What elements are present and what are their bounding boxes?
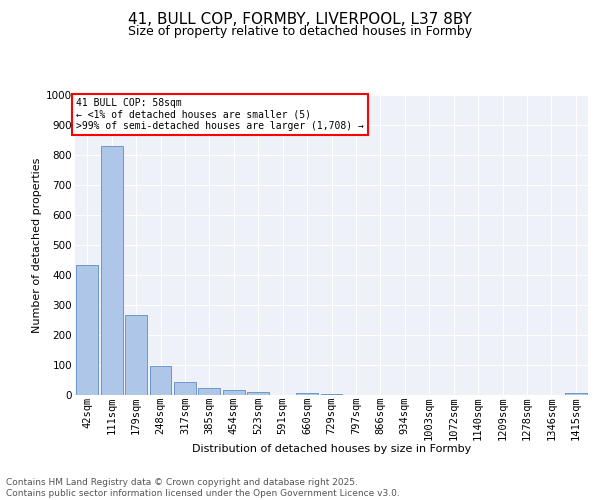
Bar — [223, 390, 245, 395]
Bar — [149, 366, 172, 395]
Text: Contains HM Land Registry data © Crown copyright and database right 2025.
Contai: Contains HM Land Registry data © Crown c… — [6, 478, 400, 498]
Bar — [76, 264, 98, 395]
Bar — [174, 382, 196, 395]
Text: Size of property relative to detached houses in Formby: Size of property relative to detached ho… — [128, 25, 472, 38]
Bar — [199, 388, 220, 395]
Bar — [296, 392, 318, 395]
X-axis label: Distribution of detached houses by size in Formby: Distribution of detached houses by size … — [192, 444, 471, 454]
Bar — [125, 314, 147, 395]
Text: 41, BULL COP, FORMBY, LIVERPOOL, L37 8BY: 41, BULL COP, FORMBY, LIVERPOOL, L37 8BY — [128, 12, 472, 28]
Text: 41 BULL COP: 58sqm
← <1% of detached houses are smaller (5)
>99% of semi-detache: 41 BULL COP: 58sqm ← <1% of detached hou… — [76, 98, 364, 131]
Y-axis label: Number of detached properties: Number of detached properties — [32, 158, 42, 332]
Bar — [101, 146, 122, 395]
Bar — [565, 393, 587, 395]
Bar — [320, 394, 343, 395]
Bar — [247, 392, 269, 395]
